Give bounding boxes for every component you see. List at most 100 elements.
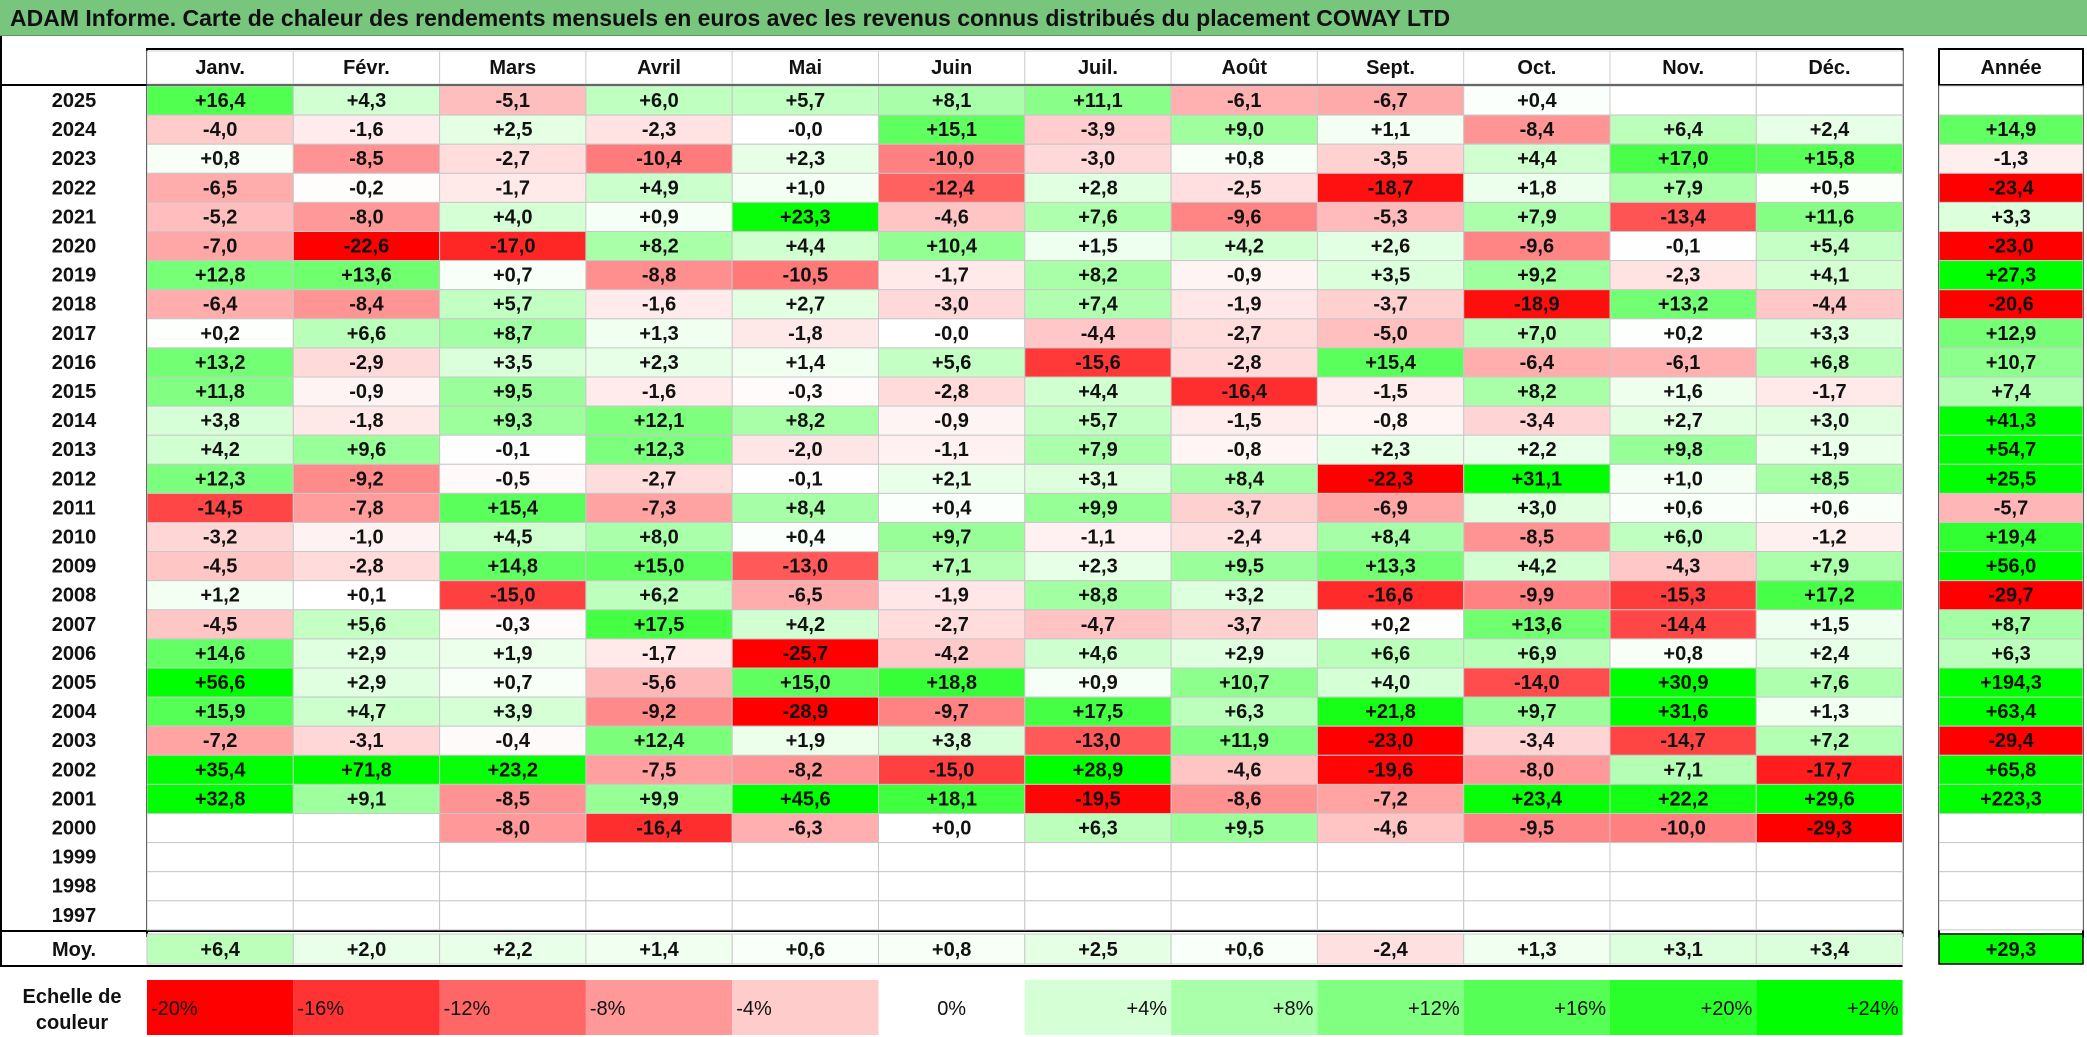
cell-label: +9,5 — [1225, 556, 1264, 578]
cell-label: +4,4 — [786, 236, 826, 258]
cell-label: -1,7 — [496, 177, 530, 199]
cell-label: -13,0 — [1075, 730, 1121, 752]
annual-cell — [1938, 609, 2084, 640]
heatmap-cell — [1609, 754, 1757, 785]
cell-label: +4,2 — [1225, 236, 1264, 258]
heatmap-cell — [1024, 667, 1172, 698]
heatmap-cell — [439, 289, 587, 320]
heatmap-cell — [1609, 260, 1757, 291]
annual-label: +27,3 — [1986, 265, 2037, 287]
heatmap-cell — [439, 638, 587, 669]
cell-label: +3,5 — [1371, 265, 1410, 287]
heatmap-cell — [878, 871, 1026, 902]
cell-label: -2,3 — [1666, 265, 1700, 287]
cell-label: +10,7 — [1219, 672, 1270, 694]
month-header-cell — [1170, 50, 1318, 85]
heatmap-cell — [878, 900, 1026, 931]
heatmap-cell — [1316, 638, 1465, 669]
heatmap-cell — [1755, 609, 1904, 640]
heatmap-cell — [146, 114, 294, 145]
cell-label: -10,5 — [783, 265, 829, 287]
heatmap-cell — [146, 463, 294, 494]
cell-label: -9,6 — [1227, 206, 1261, 228]
cell-label: +14,8 — [487, 556, 538, 578]
cell-label: -3,1 — [349, 730, 383, 752]
heatmap-cell — [1316, 725, 1465, 756]
heatmap-cell — [585, 434, 733, 465]
average-cell — [146, 933, 294, 965]
cell-label: -0,1 — [788, 468, 822, 490]
cell-label: +7,6 — [1810, 672, 1849, 694]
cell-label: +1,0 — [1663, 468, 1702, 490]
heatmap-cell — [585, 813, 733, 844]
annual-cell — [1938, 551, 2084, 582]
cell-label: +1,9 — [493, 643, 532, 665]
cell-label: -13,0 — [783, 556, 829, 578]
cell-label: +13,3 — [1365, 556, 1416, 578]
heatmap-cell — [1024, 376, 1172, 407]
cell-label: +12,8 — [195, 265, 246, 287]
heatmap-cell — [1170, 900, 1318, 931]
heatmap-cell — [1170, 871, 1318, 902]
heatmap-cell — [1170, 842, 1318, 873]
cell-label: +0,2 — [1371, 614, 1410, 636]
cell-label: -2,9 — [349, 352, 383, 374]
heatmap-cell — [1024, 405, 1172, 436]
heatmap-cell — [292, 842, 441, 873]
cell-label: +1,6 — [1663, 381, 1702, 403]
cell-label: -0,8 — [1373, 410, 1407, 432]
year-label-2017: 2017 — [52, 323, 97, 345]
year-label-2012: 2012 — [52, 468, 97, 490]
heatmap-cell — [731, 376, 880, 407]
cell-label: +3,9 — [493, 701, 532, 723]
cell-label: -7,2 — [1373, 788, 1407, 810]
cell-label: +17,5 — [1073, 701, 1124, 723]
heatmap-cell — [1609, 696, 1757, 727]
cell-label: +23,4 — [1512, 788, 1563, 810]
cell-label: +1,9 — [786, 730, 825, 752]
heatmap-cell — [439, 871, 587, 902]
cell-label: -8,4 — [349, 294, 384, 316]
heatmap-cell — [1755, 85, 1904, 116]
cell-label: +6,3 — [1078, 818, 1117, 840]
cell-label: -12,4 — [929, 177, 975, 199]
cell-label: +9,6 — [347, 439, 386, 461]
cell-label: +31,6 — [1658, 701, 1709, 723]
heatmap-cell — [1316, 813, 1465, 844]
cell-label: +0,6 — [1810, 497, 1849, 519]
cell-label: +8,5 — [1810, 468, 1849, 490]
cell-label: +3,3 — [1810, 323, 1849, 345]
average-label: +0,8 — [932, 939, 971, 961]
heatmap-cell — [1755, 231, 1904, 262]
heatmap-cell — [1170, 260, 1318, 291]
cell-label: +13,6 — [1512, 614, 1563, 636]
heatmap-cell — [1316, 260, 1465, 291]
cell-label: -0,0 — [934, 323, 968, 345]
cell-label: -5,1 — [496, 90, 530, 112]
cell-label: -2,7 — [642, 468, 676, 490]
heatmap-cell — [439, 114, 587, 145]
cell-label: +4,4 — [1078, 381, 1118, 403]
cell-label: -3,4 — [1520, 410, 1555, 432]
average-label: +0,6 — [786, 939, 825, 961]
heatmap-cell — [1609, 813, 1757, 844]
heatmap-cell — [1463, 201, 1611, 232]
average-label: +2,0 — [347, 939, 386, 961]
heatmap-cell — [1316, 201, 1465, 232]
year-label-2013: 2013 — [52, 439, 97, 461]
cell-label: +4,2 — [200, 439, 239, 461]
cell-label: -16,4 — [636, 818, 682, 840]
heatmap-cell — [292, 754, 441, 785]
heatmap-cell — [1463, 609, 1611, 640]
heatmap-cell — [585, 201, 733, 232]
cell-label: -1,8 — [788, 323, 822, 345]
heatmap-cell — [1609, 900, 1757, 931]
cell-label: +1,4 — [786, 352, 826, 374]
cell-label: -23,0 — [1368, 730, 1414, 752]
cell-label: -4,6 — [1227, 759, 1261, 781]
cell-label: -1,7 — [1812, 381, 1846, 403]
cell-label: +7,2 — [1810, 730, 1849, 752]
color-scale-title-2: couleur — [36, 1012, 108, 1034]
heatmap-cell — [1755, 376, 1904, 407]
cell-label: +1,9 — [1810, 439, 1849, 461]
